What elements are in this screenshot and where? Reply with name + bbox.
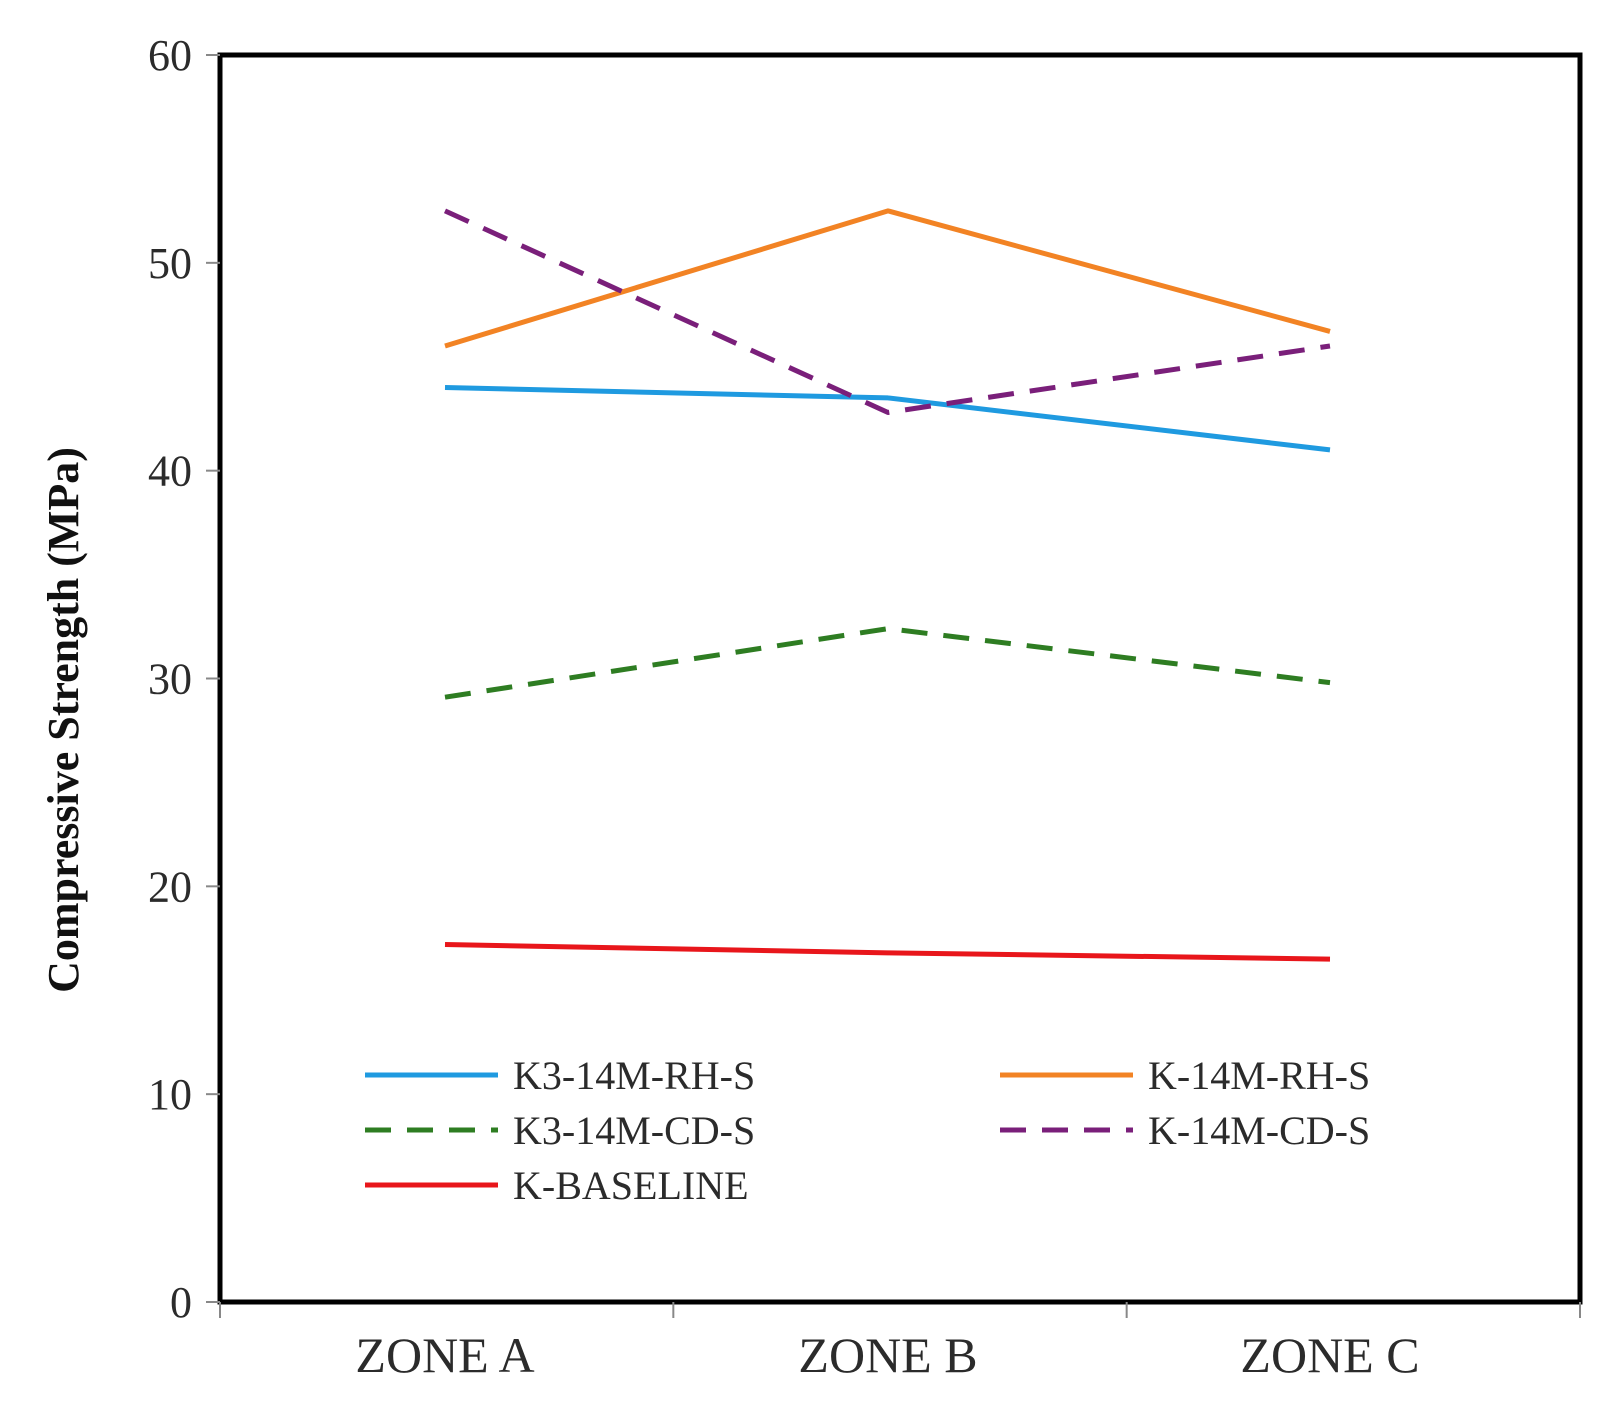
y-tick-label: 60 — [148, 31, 192, 80]
y-tick-label: 0 — [170, 1278, 192, 1327]
plot-frame — [217, 52, 1583, 1305]
y-tick-label: 50 — [148, 239, 192, 288]
series-line-k-14m-rh-s — [444, 208, 1331, 349]
y-axis: 0 10 20 30 40 50 60 — [148, 31, 220, 1327]
y-tick-label: 40 — [148, 447, 192, 496]
x-tick-label: ZONE C — [1240, 1327, 1419, 1383]
y-axis-title: Compressive Strength (MPa) — [39, 447, 88, 993]
series-line-k3-14m-cd-s — [444, 626, 1331, 700]
legend-label: K-BASELINE — [513, 1163, 749, 1208]
series-lines — [443, 208, 1331, 962]
x-tick-label: ZONE B — [798, 1327, 977, 1383]
series-line-k-14m-cd-s — [443, 208, 1331, 415]
legend-label: K3-14M-CD-S — [513, 1108, 755, 1153]
legend-item: K3-14M-CD-S — [365, 1108, 755, 1153]
y-tick-label: 20 — [148, 862, 192, 911]
x-tick-label: ZONE A — [355, 1327, 534, 1383]
legend-item: K-14M-RH-S — [1000, 1053, 1370, 1098]
legend-label: K-14M-CD-S — [1148, 1108, 1370, 1153]
series-line-k-baseline — [444, 942, 1331, 962]
legend-item: K-BASELINE — [365, 1163, 749, 1208]
legend-label: K3-14M-RH-S — [513, 1053, 755, 1098]
x-axis: ZONE A ZONE B ZONE C — [219, 1302, 1581, 1383]
legend-label: K-14M-RH-S — [1148, 1053, 1370, 1098]
legend-item: K3-14M-RH-S — [365, 1053, 755, 1098]
series-line-k3-14m-rh-s — [444, 385, 1331, 453]
legend-item: K-14M-CD-S — [1000, 1108, 1370, 1153]
legend: K3-14M-RH-S K-14M-RH-S K3-14M-CD-S K-14M-CD… — [365, 1053, 1370, 1208]
y-tick-label: 10 — [148, 1070, 192, 1119]
y-tick-label: 30 — [148, 655, 192, 704]
